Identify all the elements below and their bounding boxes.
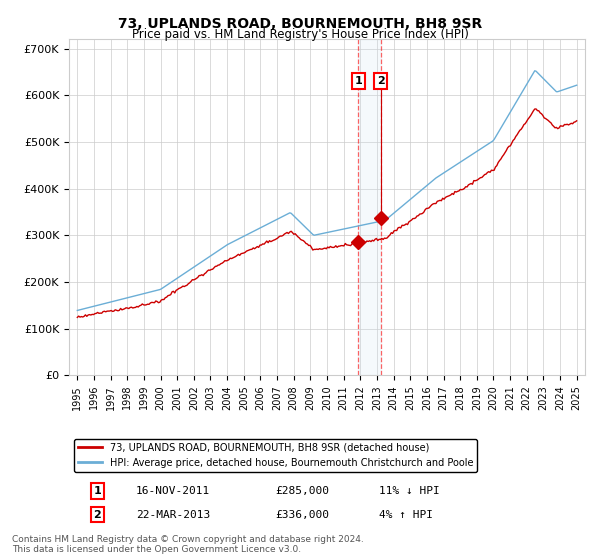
Text: 16-NOV-2011: 16-NOV-2011	[136, 486, 211, 496]
Text: 1: 1	[355, 76, 362, 86]
Text: Price paid vs. HM Land Registry's House Price Index (HPI): Price paid vs. HM Land Registry's House …	[131, 28, 469, 41]
Text: 4% ↑ HPI: 4% ↑ HPI	[379, 510, 433, 520]
Text: Contains HM Land Registry data © Crown copyright and database right 2024.: Contains HM Land Registry data © Crown c…	[12, 535, 364, 544]
Text: This data is licensed under the Open Government Licence v3.0.: This data is licensed under the Open Gov…	[12, 545, 301, 554]
Text: £285,000: £285,000	[275, 486, 329, 496]
Text: £336,000: £336,000	[275, 510, 329, 520]
Legend: 73, UPLANDS ROAD, BOURNEMOUTH, BH8 9SR (detached house), HPI: Average price, det: 73, UPLANDS ROAD, BOURNEMOUTH, BH8 9SR (…	[74, 439, 477, 472]
Text: 73, UPLANDS ROAD, BOURNEMOUTH, BH8 9SR: 73, UPLANDS ROAD, BOURNEMOUTH, BH8 9SR	[118, 17, 482, 31]
Text: 11% ↓ HPI: 11% ↓ HPI	[379, 486, 439, 496]
Text: 22-MAR-2013: 22-MAR-2013	[136, 510, 211, 520]
Text: 1: 1	[94, 486, 101, 496]
Bar	[358, 39, 381, 375]
Text: 2: 2	[377, 76, 385, 86]
Text: 2: 2	[94, 510, 101, 520]
